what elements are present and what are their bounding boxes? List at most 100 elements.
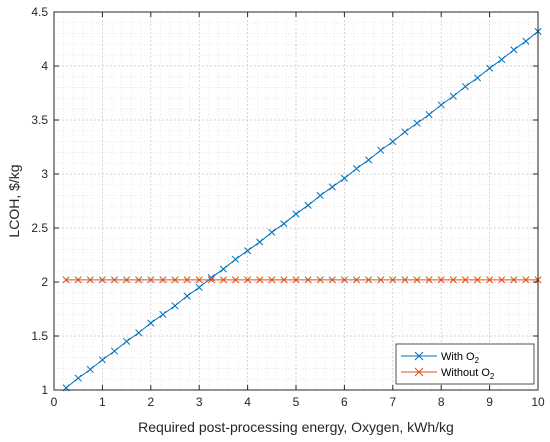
data-point-with-o2 — [219, 265, 227, 273]
data-point-without-o2 — [449, 276, 457, 284]
data-point-with-o2 — [522, 37, 530, 45]
data-point-with-o2 — [123, 337, 131, 345]
data-point-with-o2 — [377, 146, 385, 154]
data-point-without-o2 — [328, 276, 336, 284]
y-tick-label: 2.5 — [31, 221, 48, 235]
data-point-with-o2 — [292, 210, 300, 218]
legend-label-without-o2-main: Without O — [441, 367, 490, 379]
x-tick-label: 1 — [99, 395, 106, 409]
data-point-without-o2 — [473, 276, 482, 284]
data-point-without-o2 — [510, 276, 518, 284]
legend-label-with-o2-sub: 2 — [475, 356, 480, 365]
data-point-with-o2 — [449, 92, 457, 100]
data-point-with-o2 — [401, 128, 409, 136]
legend-box — [395, 343, 535, 385]
data-point-with-o2 — [280, 220, 288, 228]
data-point-with-o2 — [268, 228, 276, 236]
data-point-with-o2 — [110, 347, 119, 355]
data-point-with-o2 — [473, 74, 482, 82]
data-point-with-o2 — [159, 310, 167, 318]
x-tick-label: 4 — [244, 395, 251, 409]
data-point-without-o2 — [171, 276, 179, 284]
data-point-without-o2 — [437, 276, 445, 284]
data-point-with-o2 — [231, 255, 240, 263]
data-point-with-o2 — [352, 165, 361, 173]
x-tick-label: 9 — [486, 395, 493, 409]
series-layer — [62, 27, 542, 392]
x-tick-label: 2 — [147, 395, 154, 409]
data-point-without-o2 — [377, 276, 385, 284]
data-point-without-o2 — [413, 276, 421, 284]
data-point-with-o2 — [340, 174, 348, 182]
x-tick-label: 6 — [341, 395, 348, 409]
legend-marker-without-o2 — [414, 367, 424, 377]
data-point-without-o2 — [352, 276, 361, 284]
data-point-with-o2 — [135, 329, 143, 337]
y-tick-label: 1 — [41, 383, 48, 397]
data-point-with-o2 — [437, 101, 445, 109]
data-point-without-o2 — [98, 276, 106, 284]
legend-label-with-o2-main: With O — [441, 351, 475, 363]
data-point-with-o2 — [256, 238, 264, 246]
data-point-without-o2 — [147, 276, 155, 284]
legend-label-with-o2: With O2 — [441, 351, 480, 365]
data-point-without-o2 — [389, 276, 397, 284]
y-tick-label: 2 — [41, 275, 48, 289]
data-point-without-o2 — [110, 276, 119, 284]
data-point-with-o2 — [389, 138, 397, 146]
data-point-with-o2 — [195, 283, 203, 291]
data-point-with-o2 — [183, 292, 191, 300]
data-point-with-o2 — [74, 374, 82, 382]
ticks-layer — [53, 11, 539, 391]
legend-entry-with-o2: With O2 — [401, 351, 480, 365]
y-tick-label: 4.5 — [31, 5, 48, 19]
legend-label-without-o2-sub: 2 — [490, 372, 495, 381]
x-tick-label: 0 — [51, 395, 58, 409]
data-point-without-o2 — [135, 276, 143, 284]
y-tick-label: 3.5 — [31, 113, 48, 127]
data-point-without-o2 — [183, 276, 191, 284]
data-point-with-o2 — [147, 319, 155, 327]
data-point-with-o2 — [510, 46, 518, 54]
data-point-with-o2 — [98, 356, 106, 364]
data-point-with-o2 — [461, 82, 469, 91]
y-tick-label: 4 — [41, 59, 48, 73]
x-tick-label: 8 — [438, 395, 445, 409]
series-line-with-o2 — [65, 31, 539, 389]
x-tick-label: 5 — [293, 395, 300, 409]
data-point-without-o2 — [74, 276, 82, 284]
data-point-without-o2 — [62, 276, 70, 284]
data-point-without-o2 — [86, 276, 94, 284]
legend-label-without-o2: Without O2 — [441, 367, 495, 381]
data-point-without-o2 — [292, 276, 300, 284]
x-tick-label: 3 — [196, 395, 203, 409]
data-point-with-o2 — [486, 64, 494, 72]
data-point-without-o2 — [219, 276, 227, 284]
y-tick-label: 3 — [41, 167, 48, 181]
data-point-with-o2 — [316, 192, 324, 200]
legend-marker-with-o2 — [414, 351, 424, 361]
data-point-with-o2 — [498, 55, 506, 64]
data-point-without-o2 — [316, 276, 324, 284]
minor-grid — [54, 12, 538, 390]
data-point-without-o2 — [159, 276, 167, 284]
data-point-without-o2 — [425, 276, 433, 284]
data-point-without-o2 — [268, 276, 276, 284]
data-point-with-o2 — [365, 156, 373, 164]
data-point-without-o2 — [304, 276, 312, 284]
data-point-without-o2 — [244, 276, 252, 284]
data-point-without-o2 — [207, 276, 215, 284]
data-point-without-o2 — [498, 276, 506, 284]
data-point-without-o2 — [401, 276, 409, 284]
data-point-with-o2 — [413, 119, 421, 127]
data-point-with-o2 — [304, 201, 312, 209]
data-point-with-o2 — [86, 365, 94, 374]
data-point-with-o2 — [244, 247, 252, 255]
y-axis-label: LCOH, $/kg — [6, 164, 22, 237]
y-tick-label: 1.5 — [31, 329, 48, 343]
data-point-with-o2 — [171, 302, 179, 310]
legend: With O2 Without O2 — [395, 343, 535, 385]
data-point-with-o2 — [425, 111, 433, 119]
